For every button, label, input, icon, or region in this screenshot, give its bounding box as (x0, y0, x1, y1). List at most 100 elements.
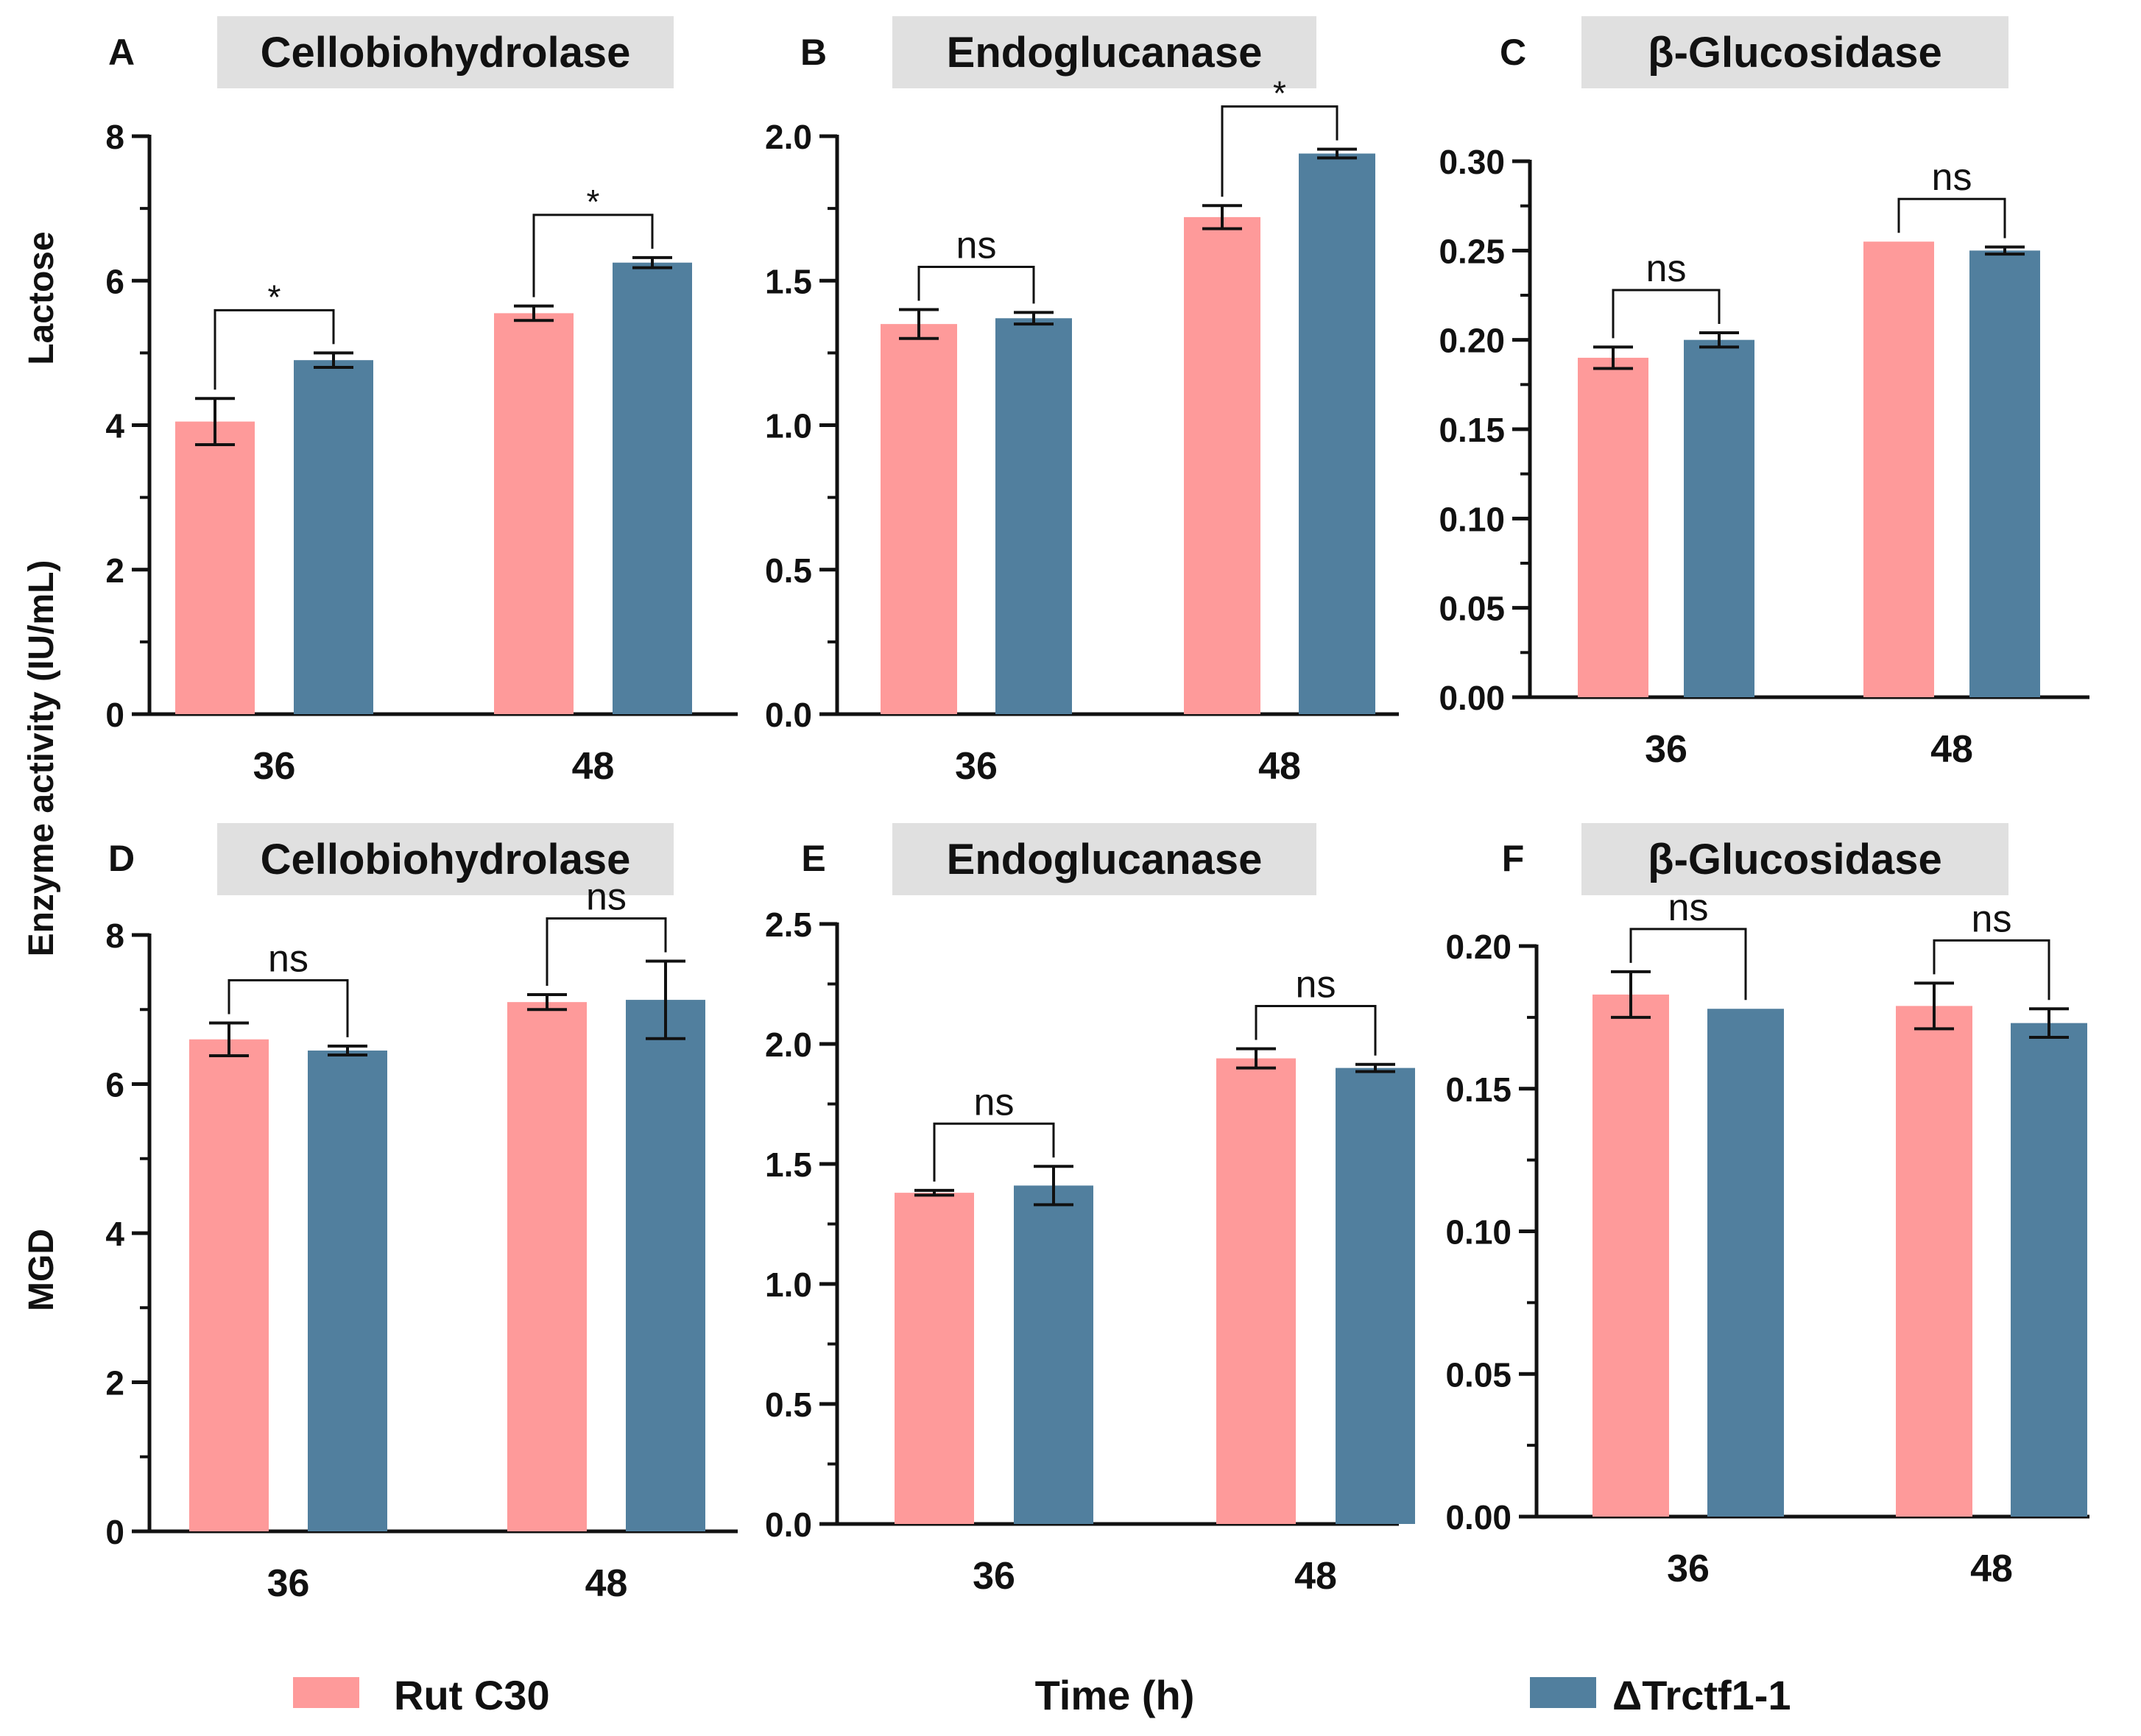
panel-b-ytick-label: 0.5 (765, 551, 812, 590)
panel-f-bar-rut-c30-36 (1592, 994, 1669, 1517)
panel-f-title: β-Glucosidase (1648, 836, 1942, 883)
panel-f-title-box (1581, 823, 2008, 895)
panel-c-xtick-label: 36 (1645, 728, 1687, 771)
panel-f-ytick-label: 0.00 (1445, 1498, 1512, 1536)
panel-f-bar-trctf1-36 (1707, 1009, 1784, 1517)
panel-d-significance-label: ns (268, 937, 308, 980)
panel-d-significance-bracket (227, 978, 349, 1037)
panel-e-significance-bracket (933, 1122, 1055, 1182)
legend-swatch-trctf1 (1530, 1677, 1596, 1708)
row-label-lactose: Lactose (22, 231, 61, 364)
panel-b-ytick-label: 1.5 (765, 262, 812, 300)
panel-c-letter: C (1500, 32, 1526, 73)
panel-e-ytick-label: 0.0 (765, 1506, 812, 1544)
legend-label-rut-c30: Rut C30 (394, 1672, 550, 1718)
panel-e-ytick-label: 2.5 (765, 906, 812, 944)
panel-a-ytick-label: 4 (105, 407, 124, 445)
panel-d-bar-trctf1-36 (308, 1050, 387, 1531)
panel-b-significance-label: ns (956, 225, 997, 267)
panel-f-ytick-label: 0.05 (1445, 1355, 1512, 1394)
panel-f: β-Glucosidase F 0.00 0.05 0.10 0.15 0.20 ns 36 ns… (1445, 823, 2089, 1590)
panel-c-ytick-label: 0.05 (1439, 590, 1505, 628)
panel-d-ytick-label: 4 (105, 1215, 124, 1253)
panel-f-ytick-label: 0.20 (1445, 928, 1512, 966)
panel-f-significance-bracket (1933, 939, 2050, 1001)
panel-b-bar-trctf1-48 (1299, 153, 1375, 715)
panel-f-ytick-label: 0.10 (1445, 1213, 1512, 1252)
panel-b-bar-trctf1-36 (995, 318, 1072, 714)
panel-b: Endoglucanase B 0.0 0.5 1.0 1.5 2.0 ns 36 * 48 (765, 16, 1399, 788)
legend-swatch-rut-c30 (293, 1677, 359, 1708)
panel-b-bar-rut-c30-36 (881, 324, 957, 714)
panel-d-bar-rut-c30-36 (189, 1039, 269, 1531)
panel-e-bar-trctf1-36 (1014, 1185, 1093, 1524)
panel-d-significance-bracket (546, 917, 667, 986)
panel-a-ytick-label: 8 (105, 118, 124, 156)
panel-c-xtick-label: 48 (1930, 728, 1973, 771)
panel-a-xtick-label: 48 (572, 745, 615, 788)
panel-a-bar-trctf1-36 (294, 360, 373, 714)
panel-e-bar-rut-c30-48 (1216, 1058, 1296, 1524)
panel-c-significance-bracket (1897, 197, 2006, 239)
panels: CellobiohydrolaseA02468*36*48Endoglucana… (105, 16, 2089, 1605)
panel-b-ytick-label: 1.0 (765, 407, 812, 445)
panel-c-ytick-label: 0.30 (1439, 143, 1505, 181)
panel-a-ytick-label: 2 (105, 551, 124, 590)
panel-e-bar-trctf1-48 (1336, 1068, 1415, 1524)
panel-d-letter: D (108, 838, 135, 879)
panel-e-xtick-label: 36 (973, 1555, 1015, 1598)
panel-e-significance-bracket (1255, 1005, 1377, 1056)
panel-c-ytick-label: 0.25 (1439, 232, 1505, 270)
panel-b-xtick-label: 36 (955, 745, 998, 788)
panel-b-title-box (892, 16, 1316, 88)
panel-a-significance-bracket (532, 214, 654, 297)
panel-c-ytick-label: 0.20 (1439, 322, 1505, 360)
panel-a-bar-rut-c30-48 (494, 313, 574, 714)
panel-e-ytick-label: 0.5 (765, 1386, 812, 1424)
panel-d-bar-trctf1-48 (626, 1000, 705, 1531)
panel-f-xtick-label: 36 (1667, 1548, 1710, 1590)
panel-c-bar-rut-c30-36 (1578, 357, 1648, 697)
panel-e-significance-label: ns (974, 1081, 1015, 1123)
panel-f-ytick-label: 0.15 (1445, 1070, 1512, 1109)
panel-c-title: β-Glucosidase (1648, 29, 1942, 77)
panel-d-title: Cellobiohydrolase (261, 836, 631, 883)
panel-f-xtick-label: 48 (1970, 1548, 2013, 1590)
panel-a-significance-label: * (268, 278, 281, 316)
panel-b-ytick-label: 0.0 (765, 696, 812, 734)
panel-a-significance-bracket (214, 308, 335, 390)
panel-b-significance-bracket (1221, 105, 1338, 197)
panel-f-significance-bracket (1629, 928, 1747, 1001)
y-axis-label: Enzyme activity (IU/mL) (22, 560, 61, 957)
panel-a-letter: A (108, 32, 135, 73)
panel-d-ytick-label: 2 (105, 1364, 124, 1402)
panel-a-significance-label: * (587, 183, 600, 221)
panel-b-xtick-label: 48 (1258, 745, 1301, 788)
panel-f-bar-rut-c30-48 (1896, 1006, 1972, 1517)
panel-e-ytick-label: 1.5 (765, 1146, 812, 1184)
panel-c-bar-trctf1-48 (1969, 250, 2040, 697)
row-label-mgd: MGD (22, 1229, 61, 1311)
panel-e-ytick-label: 1.0 (765, 1266, 812, 1304)
panel-d-ytick-label: 0 (105, 1513, 124, 1551)
panel-e-letter: E (801, 838, 825, 879)
panel-f-significance-label: ns (1668, 886, 1709, 929)
panel-d-xtick-label: 36 (267, 1562, 310, 1605)
panel-c-significance-label: ns (1932, 156, 1972, 199)
panel-b-letter: B (800, 32, 827, 73)
panel-d-ytick-label: 8 (105, 917, 124, 955)
panel-d-ytick-label: 6 (105, 1066, 124, 1104)
panel-e-title: Endoglucanase (947, 836, 1263, 883)
panel-a-bar-trctf1-48 (613, 262, 692, 714)
panel-a: Cellobiohydrolase A 0 2 4 6 8 * 36 * 48 (105, 16, 738, 788)
panel-c-significance-label: ns (1646, 247, 1687, 290)
panel-e-significance-label: ns (1296, 964, 1336, 1006)
panel-f-letter: F (1502, 838, 1525, 879)
panel-c-ytick-label: 0.00 (1439, 679, 1505, 717)
legend: Rut C30 ΔTrctf1-1 (293, 1672, 1791, 1718)
panel-c: β-Glucosidase C 0.00 0.05 0.10 0.15 0.20 0.25 0.… (1439, 16, 2089, 771)
panel-f-bar-trctf1-48 (2011, 1023, 2087, 1517)
panel-b-bar-rut-c30-48 (1184, 216, 1260, 714)
panel-b-significance-bracket (917, 266, 1035, 304)
panel-d-bar-rut-c30-48 (507, 1002, 587, 1531)
